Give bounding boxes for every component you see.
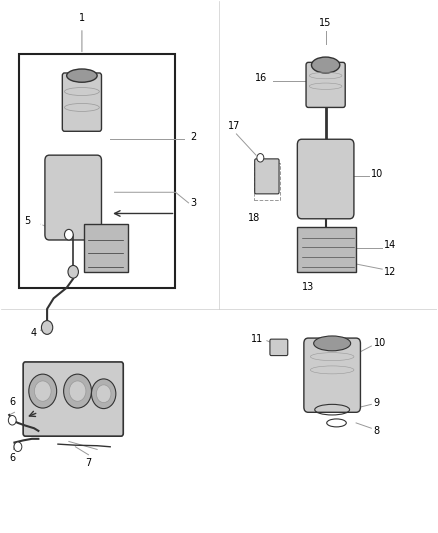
Text: 17: 17 xyxy=(228,122,240,131)
Text: 7: 7 xyxy=(85,458,92,469)
Text: 10: 10 xyxy=(374,338,386,349)
Text: 5: 5 xyxy=(25,216,31,227)
Text: 8: 8 xyxy=(374,426,380,436)
FancyBboxPatch shape xyxy=(306,62,345,108)
Text: 2: 2 xyxy=(191,132,197,142)
Bar xyxy=(19,54,176,288)
Text: 9: 9 xyxy=(374,398,380,408)
Ellipse shape xyxy=(67,69,97,82)
Text: 3: 3 xyxy=(191,198,197,208)
FancyBboxPatch shape xyxy=(270,339,288,356)
Text: 14: 14 xyxy=(385,240,397,251)
Text: 15: 15 xyxy=(319,18,332,28)
FancyBboxPatch shape xyxy=(45,155,102,240)
Circle shape xyxy=(92,379,116,409)
Circle shape xyxy=(8,416,16,425)
Circle shape xyxy=(64,374,92,408)
Text: 13: 13 xyxy=(302,282,314,293)
Text: 12: 12 xyxy=(385,267,397,277)
Ellipse shape xyxy=(311,57,340,73)
Bar xyxy=(84,224,127,272)
Text: 6: 6 xyxy=(9,453,15,463)
Ellipse shape xyxy=(314,336,351,351)
Circle shape xyxy=(68,265,78,278)
FancyBboxPatch shape xyxy=(304,338,360,413)
Circle shape xyxy=(14,442,22,451)
Bar xyxy=(254,163,280,200)
Circle shape xyxy=(64,229,73,240)
Circle shape xyxy=(96,385,111,402)
Circle shape xyxy=(69,381,86,401)
Text: 1: 1 xyxy=(79,13,85,22)
Circle shape xyxy=(257,154,264,162)
Circle shape xyxy=(29,374,57,408)
FancyBboxPatch shape xyxy=(62,73,102,131)
FancyBboxPatch shape xyxy=(254,159,279,194)
Ellipse shape xyxy=(327,419,346,427)
Text: 4: 4 xyxy=(31,328,37,338)
Text: 11: 11 xyxy=(251,334,263,344)
Text: 6: 6 xyxy=(9,397,15,407)
FancyBboxPatch shape xyxy=(297,139,354,219)
Circle shape xyxy=(42,320,53,334)
Circle shape xyxy=(34,381,51,401)
FancyBboxPatch shape xyxy=(23,362,123,436)
Bar xyxy=(297,227,356,272)
Text: 10: 10 xyxy=(371,169,384,179)
Text: 18: 18 xyxy=(248,214,260,223)
Text: 16: 16 xyxy=(254,73,267,83)
